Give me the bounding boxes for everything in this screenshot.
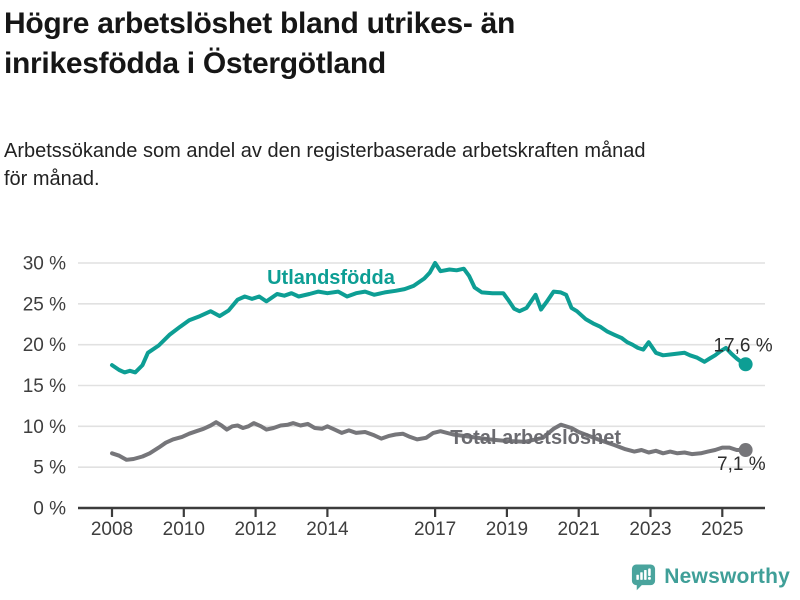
series-label-total-arbetsloshet: Total arbetslöshet	[450, 427, 621, 449]
y-tick-label: 10 %	[23, 417, 66, 438]
end-dot-utlandsfodda	[738, 357, 753, 372]
x-tick-label: 2025	[701, 519, 743, 540]
end-value-label-total-arbetsloshet: 7,1 %	[717, 454, 766, 475]
y-tick-label: 0 %	[33, 499, 66, 520]
x-tick-label: 2014	[306, 519, 349, 540]
x-tick-label: 2021	[558, 519, 600, 540]
end-dot-total-arbetsloshet	[738, 443, 753, 458]
y-tick-label: 20 %	[23, 335, 66, 356]
newsworthy-logo-icon	[632, 564, 656, 591]
series-line-total-arbetsloshet	[110, 420, 748, 462]
y-tick-label: 25 %	[23, 294, 66, 315]
newsworthy-logo: Newsworthy	[630, 562, 790, 591]
x-tick-label: 2012	[234, 519, 276, 540]
x-tick-label: 2010	[163, 519, 205, 540]
logo-exclamation-bar	[648, 568, 652, 577]
y-tick-label: 15 %	[23, 376, 66, 397]
y-tick-label: 5 %	[33, 458, 66, 479]
x-tick-label: 2023	[629, 519, 671, 540]
series-line-utlandsfodda	[110, 261, 748, 375]
y-tick-label: 30 %	[23, 253, 66, 274]
x-tick-label: 2019	[486, 519, 528, 540]
line-chart: 0 % 5 % 10 % 15 % 20 % 25 % 30 % 2008 2010 2012 20…	[23, 253, 773, 540]
x-tick-label: 2008	[91, 519, 133, 540]
logo-bar-chart-glyph	[636, 568, 652, 580]
chart-title: Högre arbetslöshet bland utrikes- än inr…	[4, 7, 515, 80]
newsworthy-logo-text: Newsworthy	[664, 564, 790, 588]
series-label-utlandsfodda: Utlandsfödda	[267, 267, 396, 289]
chart-subtitle: Arbetssökande som andel av den registerb…	[4, 140, 646, 190]
x-tick-label: 2017	[414, 519, 456, 540]
end-value-label-utlandsfodda: 17,6 %	[713, 335, 772, 356]
logo-exclamation-dot	[648, 576, 652, 580]
logo-bubble-shape	[632, 564, 656, 591]
